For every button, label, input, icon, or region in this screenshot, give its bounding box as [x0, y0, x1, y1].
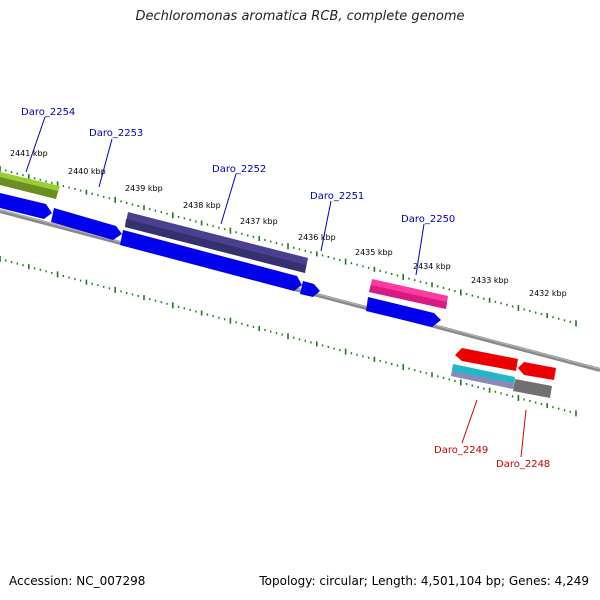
label-leaders	[25, 116, 527, 458]
kbp-scale: 2441 kbp 2440 kbp 2439 kbp 2438 kbp 2437…	[10, 149, 567, 298]
gene-daro-2252-feature[interactable]	[125, 212, 308, 273]
kbp-label: 2436 kbp	[298, 233, 336, 242]
gene-daro-2251-feature[interactable]	[300, 281, 320, 297]
gene-label-daro-2252[interactable]: Daro_2252	[212, 164, 266, 175]
genome-backbone	[0, 209, 600, 372]
gene-label-daro-2248[interactable]: Daro_2248	[496, 459, 550, 470]
kbp-label: 2441 kbp	[10, 149, 48, 158]
map-title: Dechloromonas aromatica RCB, complete ge…	[135, 9, 465, 24]
gene-label-daro-2250[interactable]: Daro_2250	[401, 214, 455, 225]
gene-daro-2249-feature[interactable]	[451, 364, 515, 389]
kbp-label: 2438 kbp	[183, 201, 221, 210]
kbp-label: 2433 kbp	[471, 276, 509, 285]
gene-label-daro-2253[interactable]: Daro_2253	[89, 128, 143, 139]
gene-blue-3-feature[interactable]	[120, 230, 302, 291]
genome-summary-text: Topology: circular; Length: 4,501,104 bp…	[259, 574, 589, 588]
gene-red-1-feature[interactable]	[455, 348, 518, 371]
kbp-label: 2437 kbp	[240, 217, 278, 226]
kbp-label: 2434 kbp	[413, 262, 451, 271]
kbp-label: 2435 kbp	[355, 248, 393, 257]
forward-tick-track	[0, 166, 577, 327]
reverse-tick-track	[0, 256, 577, 417]
gene-label-daro-2254[interactable]: Daro_2254	[21, 107, 75, 118]
gene-daro-2254-feature[interactable]	[0, 172, 60, 199]
gene-daro-2253-feature[interactable]	[0, 193, 52, 219]
kbp-label: 2440 kbp	[68, 167, 106, 176]
kbp-label: 2432 kbp	[529, 289, 567, 298]
gene-red-2-feature[interactable]	[518, 362, 556, 380]
kbp-label: 2439 kbp	[125, 184, 163, 193]
gene-label-daro-2249[interactable]: Daro_2249	[434, 445, 488, 456]
genome-backbone-highlight	[0, 209, 600, 370]
gene-daro-2248-feature[interactable]	[513, 379, 552, 398]
gene-daro-2250-feature[interactable]	[369, 279, 448, 309]
accession-text: Accession: NC_007298	[9, 574, 146, 588]
gene-label-daro-2251[interactable]: Daro_2251	[310, 191, 364, 202]
gene-blue-5-feature[interactable]	[366, 297, 441, 327]
gene-blue-2-feature[interactable]	[51, 208, 122, 240]
